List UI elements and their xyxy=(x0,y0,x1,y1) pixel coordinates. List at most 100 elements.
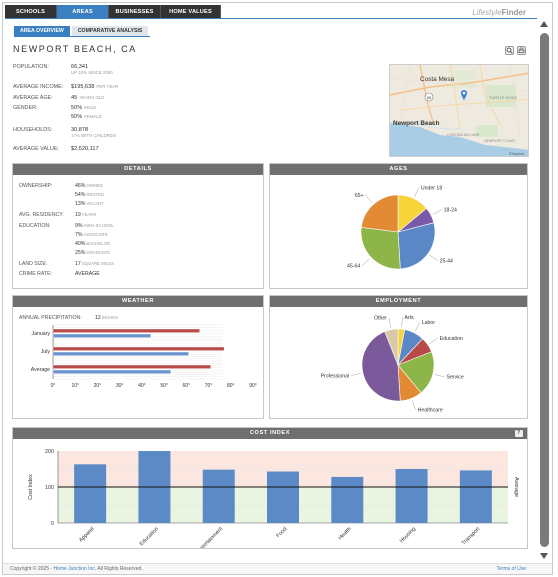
detail-value: 19 xyxy=(75,212,81,218)
vertical-scrollbar[interactable] xyxy=(537,17,552,563)
footer-rights: All Rights Reserved. xyxy=(96,566,143,572)
detail-unit: YEARS xyxy=(81,212,97,217)
map-label-turtle-rock: TURTLE ROCK xyxy=(489,95,517,100)
pie-label-arts: Arts xyxy=(405,315,415,321)
scroll-up-arrow-icon[interactable] xyxy=(540,21,548,27)
pie-label-professional: Professional xyxy=(321,373,350,379)
stat-label: AVERAGE VALUE: xyxy=(13,146,59,152)
stat-subtext: UP 10% SINCE 2000 xyxy=(71,70,113,75)
map-label-corona-del-mar: CORONA DEL MAR xyxy=(447,133,480,137)
pie-leader-line xyxy=(415,322,420,332)
tab-areas[interactable]: AREAS xyxy=(57,5,109,19)
x-tick-label-housing: Housing xyxy=(399,526,417,544)
detail-value: 17 xyxy=(75,261,81,267)
scroll-down-arrow-icon[interactable] xyxy=(540,553,548,559)
stat-value: 45 xyxy=(71,95,78,101)
area-map[interactable]: 55 Costa Mesa Newport Beach TURTLE ROCK … xyxy=(389,64,529,157)
stat-label: AVERAGE AGE: xyxy=(13,95,53,101)
category-label-january: January xyxy=(32,331,51,337)
detail-unit: HIGH-SCHOOL xyxy=(83,223,114,228)
map-graphic: 55 Costa Mesa Newport Beach TURTLE ROCK … xyxy=(390,65,528,156)
stat-label: POPULATION: xyxy=(13,64,49,70)
weather-bar-chart: January July Average 0° 10° 20° 30° 40° 50° 60° 70… xyxy=(31,324,257,389)
stat-unit: YEARS OLD xyxy=(79,95,105,100)
stat-value: 50% xyxy=(71,114,83,120)
cost-index-title: COST INDEX xyxy=(249,430,291,436)
zoom-button[interactable] xyxy=(505,46,514,55)
pie-slice-45-64 xyxy=(360,227,401,270)
weather-header: WEATHER xyxy=(13,296,263,307)
stat-gender: GENDER: 50% MALE 50% FEMALE xyxy=(13,105,102,120)
stat-population: POPULATION: 66,341 UP 10% SINCE 2000 xyxy=(13,64,113,75)
tab-comparative-analysis[interactable]: COMPARATIVE ANALYSIS xyxy=(71,26,149,36)
pie-slice-25-44 xyxy=(397,222,436,270)
x-tick-label: 50° xyxy=(160,383,168,389)
tab-home-values[interactable]: HOME VALUES xyxy=(161,5,221,19)
footer-company-link[interactable]: Home Junction Inc. xyxy=(53,566,97,572)
employment-pie-chart: Arts Labor Education Service Healthcare Profe… xyxy=(321,315,464,413)
logo-light-text: Lifestyle xyxy=(472,8,502,17)
map-label-newport-beach: Newport Beach xyxy=(393,120,440,127)
detail-value: 7% xyxy=(75,232,83,238)
category-label-july: July xyxy=(41,349,51,355)
x-tick-label: 90° xyxy=(249,383,257,389)
y-tick-label: 200 xyxy=(45,449,54,455)
x-tick-label: 30° xyxy=(116,383,124,389)
pie-leader-line xyxy=(365,195,373,203)
detail-unit: GRADUATE xyxy=(86,250,110,255)
detail-unit: RENTED xyxy=(86,192,105,197)
detail-residency: AVG. RESIDENCY: 19YEARS xyxy=(19,212,96,218)
detail-label: AVG. RESIDENCY: xyxy=(19,212,64,218)
detail-crime-rate: CRIME RATE: AVERAGE xyxy=(19,271,100,277)
detail-value: AVERAGE xyxy=(75,271,100,277)
sub-navigation: AREA OVERVIEW COMPARATIVE ANALYSIS xyxy=(14,26,151,37)
printer-icon xyxy=(518,47,525,53)
detail-label: OWNERSHIP: xyxy=(19,183,53,189)
detail-label: LAND SIZE: xyxy=(19,261,48,267)
scroll-thumb[interactable] xyxy=(540,33,549,547)
x-tick-label-transport: Transport xyxy=(461,526,482,547)
cost-bar-housing xyxy=(395,469,428,523)
cost-bar-apparel xyxy=(74,464,107,523)
detail-label: CRIME RATE: xyxy=(19,271,53,277)
cost-bar-food xyxy=(267,471,299,523)
x-tick-label: 60° xyxy=(183,383,191,389)
print-button[interactable] xyxy=(517,46,526,55)
x-tick-label: 0° xyxy=(51,383,56,389)
detail-value: 54% xyxy=(75,192,86,198)
bar xyxy=(52,333,151,338)
terms-of-use-link[interactable]: Terms of Use xyxy=(496,566,526,572)
stat-value: $195,638 xyxy=(71,84,95,90)
tab-businesses[interactable]: BUSINESSES xyxy=(109,5,161,19)
bar xyxy=(52,364,211,369)
map-label-newport-coast: NEWPORT COAST xyxy=(484,139,516,143)
tab-area-overview[interactable]: AREA OVERVIEW xyxy=(14,26,70,36)
precip-label: ANNUAL PRECIPITATION: xyxy=(19,315,82,321)
nav-divider xyxy=(5,18,537,19)
average-label: Average xyxy=(513,477,519,497)
pie-leader-line xyxy=(432,209,442,215)
detail-ownership: OWNERSHIP: 46%OWNED 54%RENTED 13%VACANT xyxy=(19,183,104,207)
footer-copyright: Copyright © 2025 - xyxy=(10,566,54,572)
cost-index-panel: COST INDEX ? 0 100 200 Cost Index Apparel Edu… xyxy=(12,427,528,554)
precip-value: 12 xyxy=(95,315,101,321)
precip-unit: INCHES xyxy=(101,315,119,320)
bar xyxy=(52,346,225,351)
help-icon[interactable]: ? xyxy=(515,430,523,437)
detail-unit: VACANT xyxy=(86,201,104,206)
road-marker: 55 xyxy=(427,95,432,100)
tab-schools[interactable]: SCHOOLS xyxy=(5,5,57,19)
lifestylefinder-logo: LifestyleFinder xyxy=(472,8,526,17)
detail-unit: BACHELOR xyxy=(86,241,111,246)
x-tick-label: 20° xyxy=(94,383,102,389)
detail-value: 46% xyxy=(75,183,86,189)
pie-leader-line xyxy=(362,258,370,266)
detail-label: EDUCATION: xyxy=(19,223,51,229)
pie-leader-line xyxy=(429,337,438,344)
detail-value: 13% xyxy=(75,201,86,207)
stat-subtext: 17% WITH CHILDREN xyxy=(71,133,116,138)
map-attribution: ©Mapbox xyxy=(509,152,525,156)
x-tick-label: 40° xyxy=(138,383,146,389)
pie-leader-line xyxy=(434,374,445,378)
cost-bar-entertainment xyxy=(202,469,235,523)
